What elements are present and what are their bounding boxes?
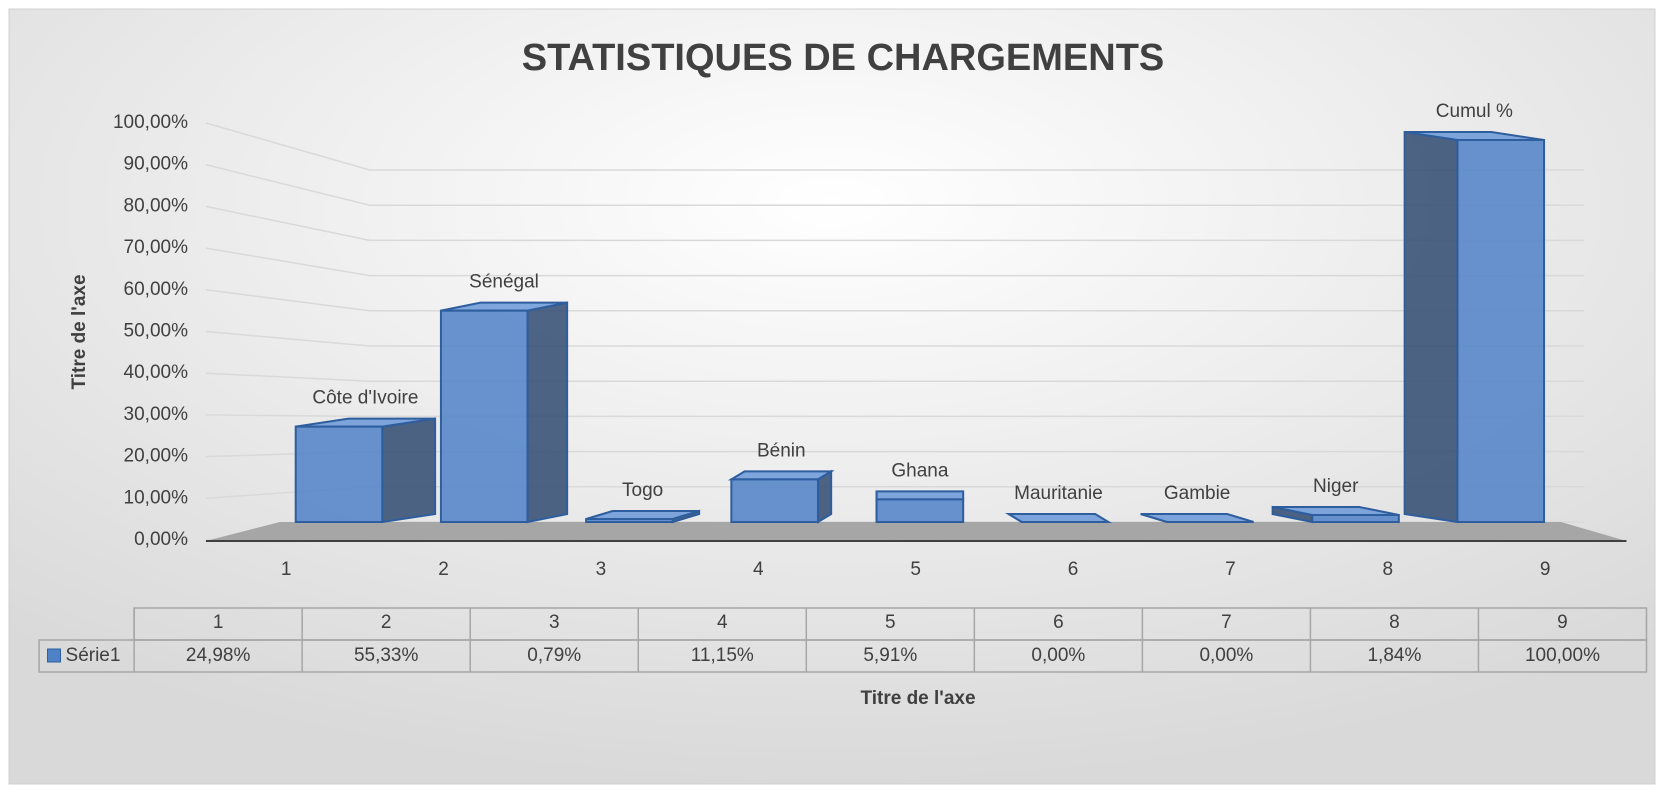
x-tick-label: 7 <box>1225 559 1236 580</box>
table-value: 0,00% <box>1199 645 1253 666</box>
bar <box>439 301 569 524</box>
y-tick-label: 0,00% <box>134 529 188 550</box>
bar <box>727 469 835 524</box>
x-axis-title: Titre de l'axe <box>860 688 975 709</box>
legend-label: Série1 <box>66 645 121 666</box>
bar-front <box>875 498 965 523</box>
table-value: 55,33% <box>354 645 419 666</box>
grid-line <box>205 330 1585 347</box>
bar <box>1271 505 1400 524</box>
x-tick-label: 1 <box>281 559 292 580</box>
data-label: Niger <box>1313 476 1359 497</box>
y-tick-label: 90,00% <box>124 154 189 175</box>
bar <box>294 417 437 524</box>
grid-line <box>205 289 1585 312</box>
grid-line <box>205 247 1585 277</box>
data-label: Cumul % <box>1436 101 1513 122</box>
bar <box>1005 513 1112 523</box>
y-tick-label: 80,00% <box>124 195 189 216</box>
grid-line <box>205 372 1585 382</box>
x-tick-label: 2 <box>438 559 449 580</box>
table-value: 11,15% <box>691 645 754 666</box>
grid-line <box>205 122 1585 171</box>
x-tick-label: 5 <box>910 559 921 580</box>
y-tick-label: 70,00% <box>124 237 189 258</box>
table-header: 7 <box>1221 612 1232 633</box>
bar <box>875 490 965 523</box>
bar-top <box>875 490 965 501</box>
chart-background <box>8 8 1656 785</box>
chart-title: STATISTIQUES DE CHARGEMENTS <box>522 37 1165 79</box>
table-header: 3 <box>549 612 560 633</box>
data-label: Ghana <box>891 460 948 481</box>
table-border <box>38 639 1648 673</box>
y-tick-label: 20,00% <box>124 446 189 467</box>
bar-side <box>381 417 437 524</box>
x-tick-label: 8 <box>1382 559 1393 580</box>
grid-line <box>205 414 1585 418</box>
data-label: Mauritanie <box>1014 483 1103 504</box>
bar <box>585 509 701 524</box>
bar-front <box>294 425 384 523</box>
table-value: 24,98% <box>186 645 251 666</box>
table-header: 6 <box>1053 612 1064 633</box>
x-tick-label: 6 <box>1068 559 1079 580</box>
bar-front <box>439 309 529 523</box>
table-header: 8 <box>1389 612 1400 633</box>
table-value: 1,84% <box>1367 645 1421 666</box>
x-tick-label: 4 <box>753 559 764 580</box>
table-header: 4 <box>717 612 728 633</box>
data-label: Sénégal <box>469 272 539 293</box>
x-tick-label: 9 <box>1540 559 1551 580</box>
y-tick-label: 30,00% <box>124 404 189 425</box>
data-label: Gambie <box>1164 483 1231 504</box>
grid-line <box>205 205 1585 242</box>
floor <box>205 522 1627 541</box>
bar-top <box>727 470 835 481</box>
bar-front <box>1311 513 1400 523</box>
table-header: 2 <box>381 612 392 633</box>
y-tick-label: 50,00% <box>124 321 189 342</box>
bar-front <box>585 517 674 523</box>
bar <box>1140 513 1254 523</box>
table-value: 5,91% <box>863 645 917 666</box>
y-tick-label: 10,00% <box>124 487 189 508</box>
data-label: Bénin <box>757 440 806 461</box>
x-tick-label: 3 <box>596 559 607 580</box>
y-tick-label: 100,00% <box>113 112 188 133</box>
table-header: 5 <box>885 612 896 633</box>
table-header: 1 <box>213 612 224 633</box>
table-value: 0,79% <box>527 645 581 666</box>
bar <box>1403 130 1546 524</box>
y-tick-label: 60,00% <box>124 279 189 300</box>
bar-side <box>526 301 569 524</box>
data-label: Togo <box>622 480 663 501</box>
y-axis-title: Titre de l'axe <box>69 274 90 389</box>
table-value: 100,00% <box>1525 645 1600 666</box>
table-header: 9 <box>1557 612 1568 633</box>
bar-top <box>1005 513 1112 523</box>
data-label: Côte d'Ivoire <box>312 388 418 409</box>
grid-line <box>205 163 1585 206</box>
bar-side <box>1403 130 1459 524</box>
table-value: 0,00% <box>1031 645 1085 666</box>
bar-front <box>1456 139 1546 523</box>
legend-key <box>47 648 62 663</box>
y-tick-label: 40,00% <box>124 362 189 383</box>
bar-front <box>730 478 819 523</box>
